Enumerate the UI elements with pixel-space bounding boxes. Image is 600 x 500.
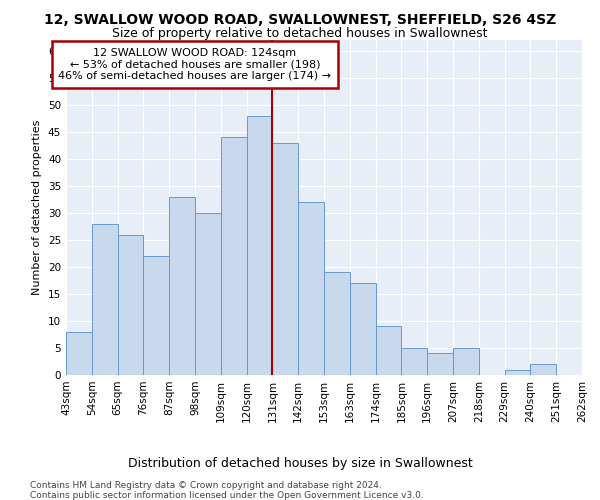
- Bar: [92, 224, 118, 375]
- Bar: [143, 256, 169, 375]
- Y-axis label: Number of detached properties: Number of detached properties: [32, 120, 43, 295]
- Bar: [195, 213, 221, 375]
- Text: Size of property relative to detached houses in Swallownest: Size of property relative to detached ho…: [112, 28, 488, 40]
- Text: 12, SWALLOW WOOD ROAD, SWALLOWNEST, SHEFFIELD, S26 4SZ: 12, SWALLOW WOOD ROAD, SWALLOWNEST, SHEF…: [44, 12, 556, 26]
- Text: Contains HM Land Registry data © Crown copyright and database right 2024.: Contains HM Land Registry data © Crown c…: [30, 481, 382, 490]
- Bar: [272, 142, 298, 375]
- Bar: [401, 348, 427, 375]
- Bar: [530, 364, 556, 375]
- Bar: [221, 138, 247, 375]
- Bar: [169, 196, 195, 375]
- Bar: [118, 234, 143, 375]
- Bar: [298, 202, 324, 375]
- Bar: [453, 348, 479, 375]
- Bar: [66, 332, 92, 375]
- Text: 12 SWALLOW WOOD ROAD: 124sqm
← 53% of detached houses are smaller (198)
46% of s: 12 SWALLOW WOOD ROAD: 124sqm ← 53% of de…: [59, 48, 331, 81]
- Bar: [350, 283, 376, 375]
- Bar: [505, 370, 530, 375]
- Bar: [376, 326, 401, 375]
- Bar: [324, 272, 350, 375]
- Text: Contains public sector information licensed under the Open Government Licence v3: Contains public sector information licen…: [30, 491, 424, 500]
- Bar: [247, 116, 272, 375]
- Bar: [427, 354, 453, 375]
- Text: Distribution of detached houses by size in Swallownest: Distribution of detached houses by size …: [128, 458, 472, 470]
